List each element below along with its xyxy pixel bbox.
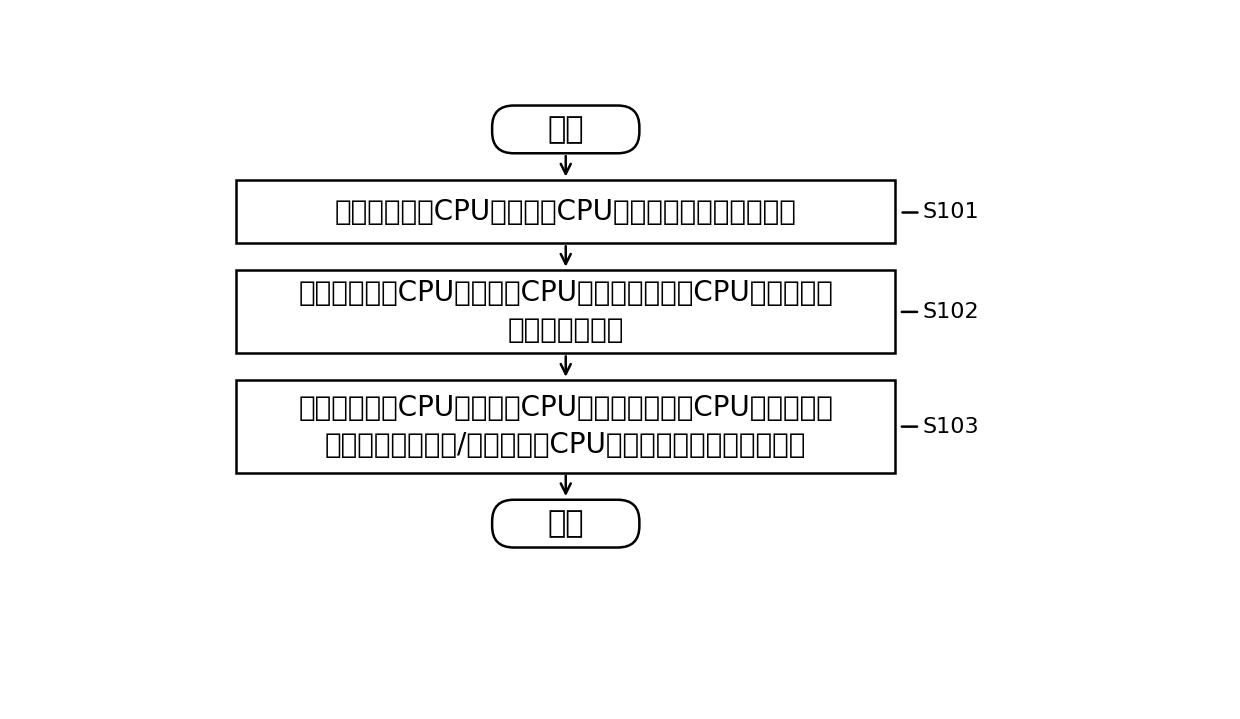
FancyBboxPatch shape (492, 500, 640, 547)
Text: 通过所述多核CPU中的第二CPU核判断所述第一CPU核的扭矩计
算结果是否有效: 通过所述多核CPU中的第二CPU核判断所述第一CPU核的扭矩计 算结果是否有效 (299, 280, 833, 344)
Text: 开始: 开始 (548, 115, 584, 144)
FancyBboxPatch shape (237, 270, 895, 354)
Text: S102: S102 (923, 302, 978, 322)
Text: 通过所述多核CPU中的第三CPU核判断所述多核CPU所处的硬件
环境的工作状态和/或所述第二CPU核的程序运行状态是否有效: 通过所述多核CPU中的第三CPU核判断所述多核CPU所处的硬件 环境的工作状态和… (299, 394, 833, 459)
Text: S103: S103 (923, 416, 978, 436)
FancyBboxPatch shape (492, 106, 640, 153)
Text: 通过所述多核CPU中的第一CPU核计算得到扭矩计算结果: 通过所述多核CPU中的第一CPU核计算得到扭矩计算结果 (335, 198, 796, 226)
FancyBboxPatch shape (237, 180, 895, 243)
FancyBboxPatch shape (237, 380, 895, 473)
Text: 结束: 结束 (548, 509, 584, 538)
Text: S101: S101 (923, 202, 978, 221)
